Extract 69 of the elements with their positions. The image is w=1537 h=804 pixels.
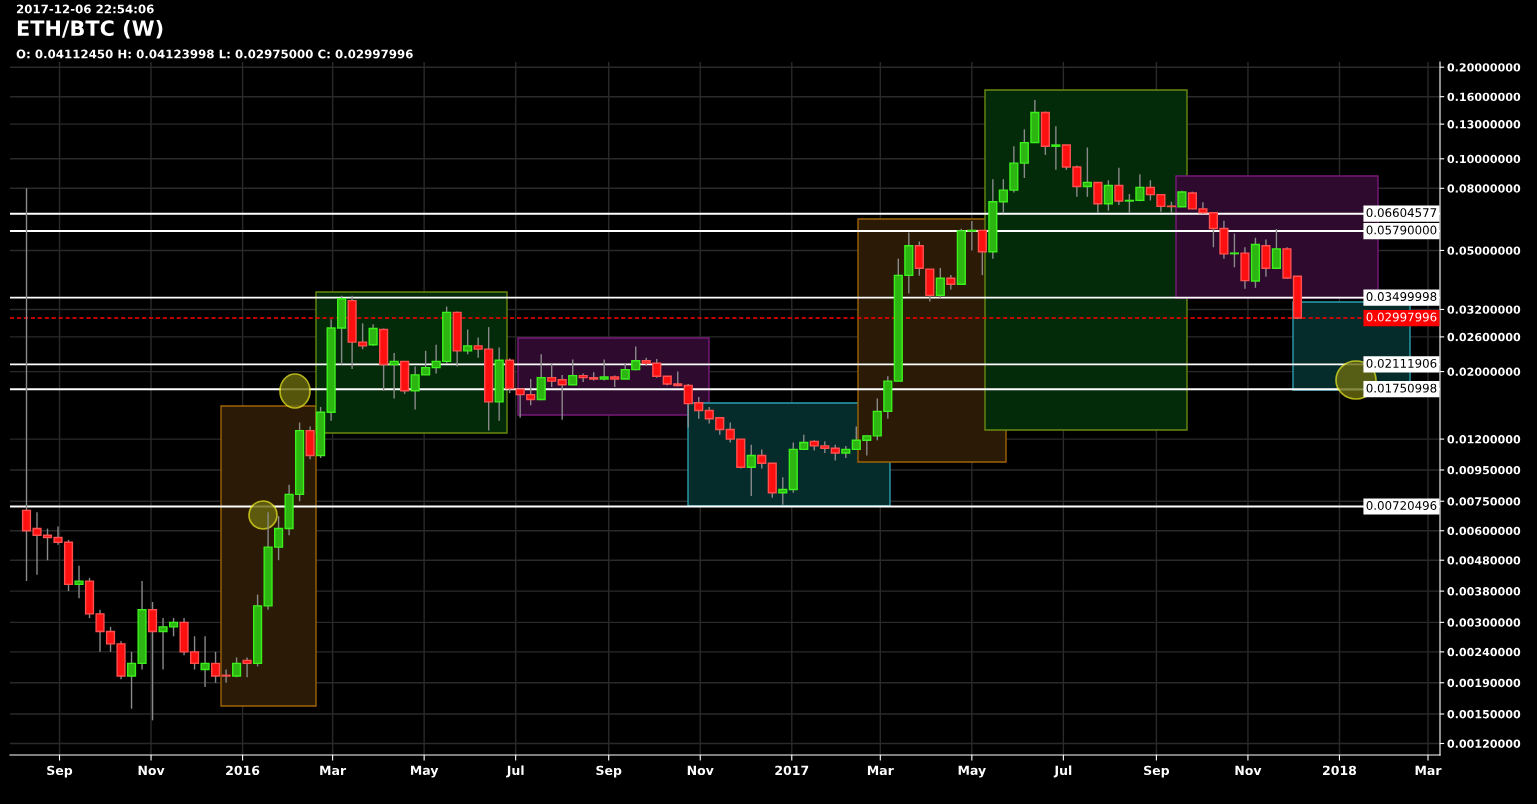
y-tick-label: 0.00190000: [1447, 678, 1521, 688]
ref-line-label: 0.02997996: [1366, 312, 1437, 322]
x-tick-label: 2018: [1323, 765, 1357, 776]
x-tick-label: Jul: [1053, 765, 1072, 778]
candlestick: [1114, 167, 1124, 206]
candlestick: [935, 267, 945, 300]
candlestick: [547, 362, 557, 388]
candlestick: [557, 374, 567, 421]
y-tick-label: 0.00480000: [1447, 556, 1521, 565]
x-tick-label: Sep: [1144, 765, 1170, 778]
candlestick: [368, 323, 378, 347]
x-tick-label: Nov: [1235, 765, 1262, 776]
text: 2017-12-06 22:54:06: [16, 4, 154, 14]
text: O: 0.04112450 H: 0.04123998 L: 0.02975000 C: 0.02997996: [16, 49, 413, 59]
candlestick: [1261, 238, 1271, 278]
candlestick: [1229, 232, 1240, 269]
y-tick-label: 0.08000000: [1447, 184, 1521, 193]
ref-line-label: 0.06604577: [1366, 208, 1437, 218]
y-tick-label: 0.13000000: [1447, 120, 1521, 129]
chart-title: ETH/BTC (W): [17, 19, 163, 39]
x-tick-label: 2017: [775, 765, 809, 776]
x-tick-label: Mar: [867, 765, 894, 776]
x-tick-label: Sep: [47, 765, 73, 778]
x-tick-label: Nov: [138, 765, 165, 776]
candlestick: [1271, 228, 1282, 269]
candlestick: [1093, 181, 1103, 214]
ref-line-label: 0.03499998: [1366, 292, 1437, 302]
y-tick-label: 0.00300000: [1447, 618, 1521, 627]
y-tick-label: 0.00380000: [1447, 587, 1521, 596]
y-tick-label: 0.00600000: [1447, 526, 1521, 536]
candlestick: [242, 656, 252, 678]
candlestick: [389, 352, 399, 400]
y-tick-label: 0.02600000: [1447, 332, 1521, 342]
ref-line-label: 0.00720496: [1366, 501, 1437, 510]
y-tick-label: 0.20000000: [1447, 63, 1521, 72]
y-tick-label: 0.02000000: [1447, 367, 1521, 376]
candlestick: [147, 601, 158, 722]
candlestick: [757, 448, 767, 470]
candlestick: [200, 635, 210, 688]
y-tick-label: 0.03200000: [1447, 305, 1521, 314]
candlestick: [463, 328, 473, 355]
y-tick-label: 0.01200000: [1447, 435, 1521, 444]
x-tick-label: May: [958, 765, 986, 778]
x-tick-label: Jul: [506, 765, 524, 778]
candlestick: [1103, 179, 1113, 212]
candlestick: [1051, 125, 1061, 171]
y-tick-label: 0.10000000: [1447, 154, 1521, 164]
candlestick: [536, 353, 546, 401]
ref-line-label: 0.05790000: [1366, 225, 1437, 235]
candlestick: [977, 229, 987, 276]
x-tick-label: Sep: [596, 765, 622, 778]
x-tick-label: Mar: [1415, 765, 1442, 776]
y-tick-label: 0.05000000: [1447, 246, 1521, 255]
candlestick: [1082, 146, 1092, 198]
x-tick-label: Nov: [687, 765, 714, 776]
x-tick-label: 2016: [226, 765, 260, 776]
y-tick-label: 0.00750000: [1447, 497, 1521, 506]
ref-line-label: 0.01750998: [1366, 383, 1437, 393]
candlestick: [568, 358, 578, 386]
x-tick-label: May: [410, 765, 439, 778]
candlestick: [74, 565, 84, 599]
y-tick-label: 0.00120000: [1447, 739, 1521, 748]
candlestick: [746, 444, 756, 497]
y-tick-label: 0.00240000: [1447, 647, 1521, 657]
y-tick-label: 0.00950000: [1447, 465, 1521, 475]
ref-line-label: 0.02111906: [1366, 358, 1437, 368]
y-tick-label: 0.16000000: [1447, 92, 1521, 102]
y-tick-label: 0.00150000: [1447, 709, 1521, 719]
x-tick-label: Mar: [320, 765, 347, 776]
